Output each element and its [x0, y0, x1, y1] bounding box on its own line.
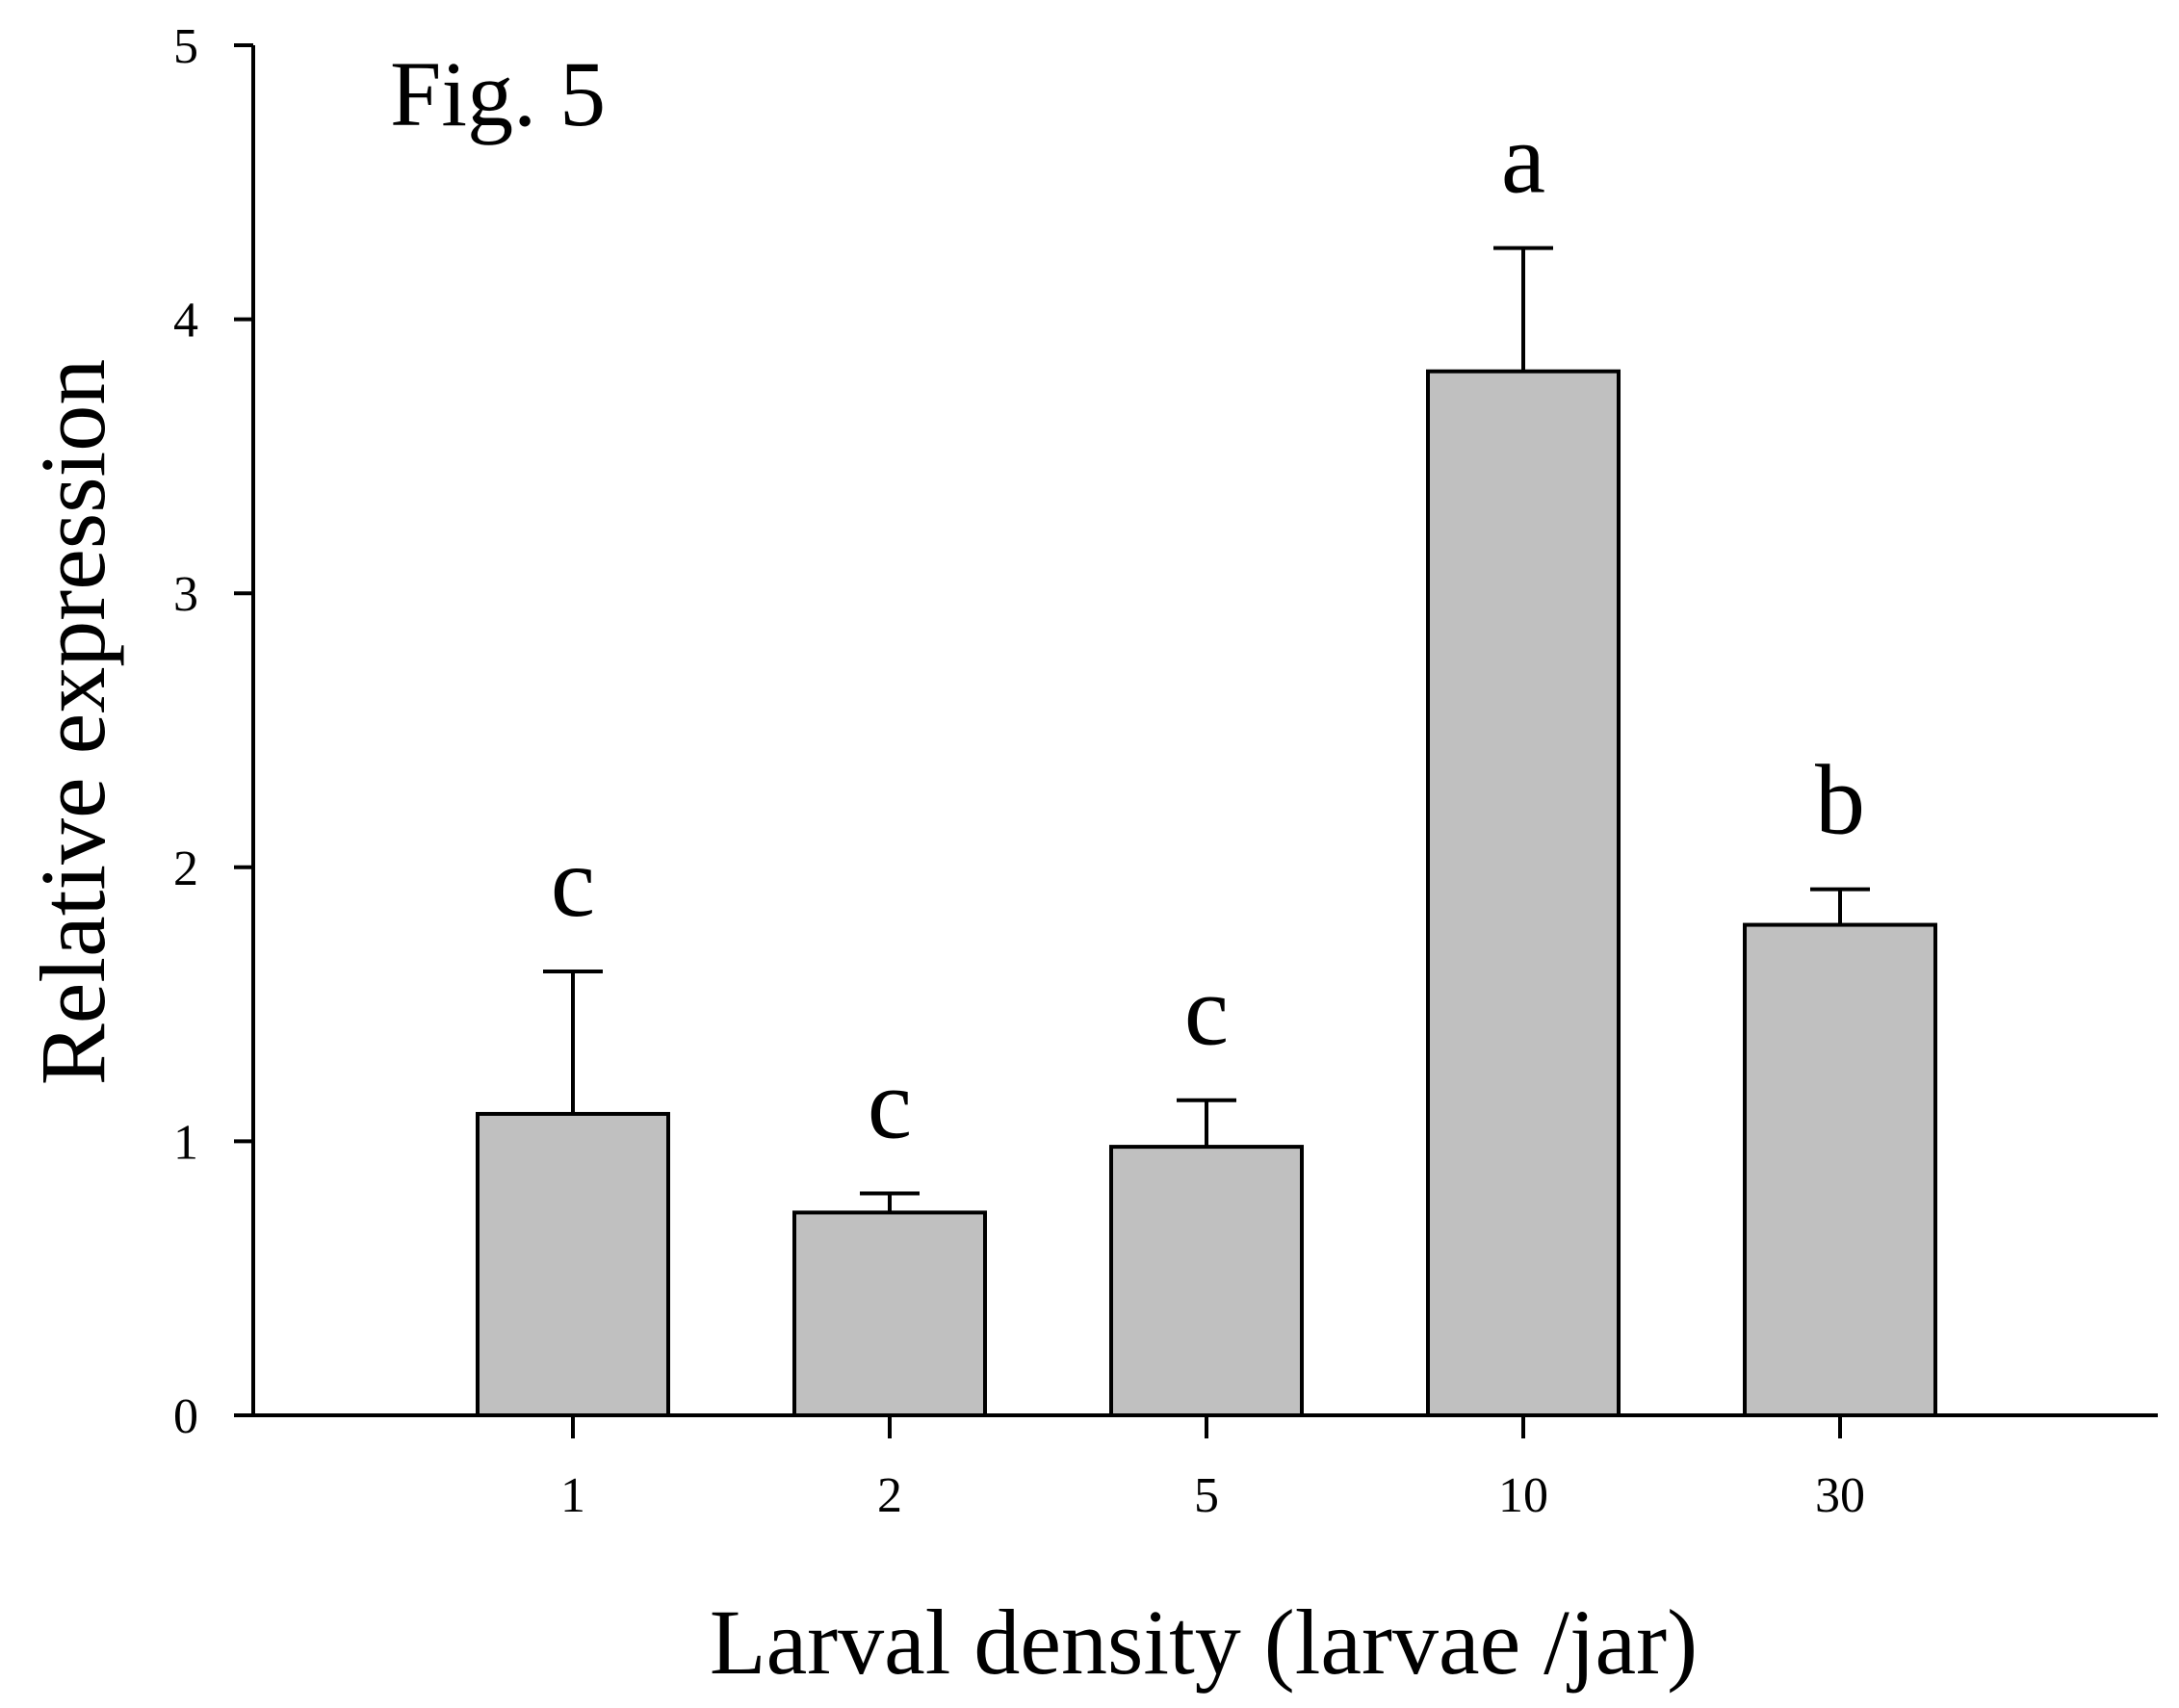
- y-axis-title: Relative expression: [21, 359, 124, 1085]
- x-tick-label: 2: [877, 1468, 902, 1523]
- significance-letter: c: [868, 1048, 912, 1159]
- y-tick-label: 2: [173, 841, 198, 896]
- bar: [1426, 369, 1621, 1418]
- bars-layer: [476, 369, 1937, 1418]
- y-tick-label: 0: [173, 1389, 198, 1444]
- significance-letter: c: [551, 827, 595, 938]
- y-tick-label: 3: [173, 567, 198, 622]
- x-tick-label: 30: [1815, 1468, 1865, 1523]
- x-tick-label: 5: [1194, 1468, 1219, 1523]
- y-ticks-layer: 0 1 2 3 4 5: [173, 19, 253, 1444]
- y-tick-label: 4: [173, 294, 198, 349]
- x-tick-label: 10: [1498, 1468, 1548, 1523]
- error-bars-layer: [543, 246, 1870, 1213]
- x-ticks-layer: 1 2 5 10 30: [560, 1415, 1865, 1523]
- x-axis-title: Larval density (larvae /jar): [710, 1591, 1698, 1694]
- significance-letter: c: [1184, 956, 1229, 1067]
- significance-letters-layer: c c c a b: [551, 104, 1865, 1160]
- bar: [792, 1210, 987, 1417]
- significance-letter: b: [1815, 745, 1865, 856]
- bar: [1743, 922, 1937, 1417]
- figure-label: Fig. 5: [390, 42, 606, 145]
- y-tick-label: 1: [173, 1115, 198, 1170]
- y-tick-label: 5: [173, 19, 198, 74]
- bar: [476, 1111, 670, 1417]
- significance-letter: a: [1501, 104, 1545, 215]
- x-tick-label: 1: [560, 1468, 585, 1523]
- bar: [1109, 1145, 1304, 1418]
